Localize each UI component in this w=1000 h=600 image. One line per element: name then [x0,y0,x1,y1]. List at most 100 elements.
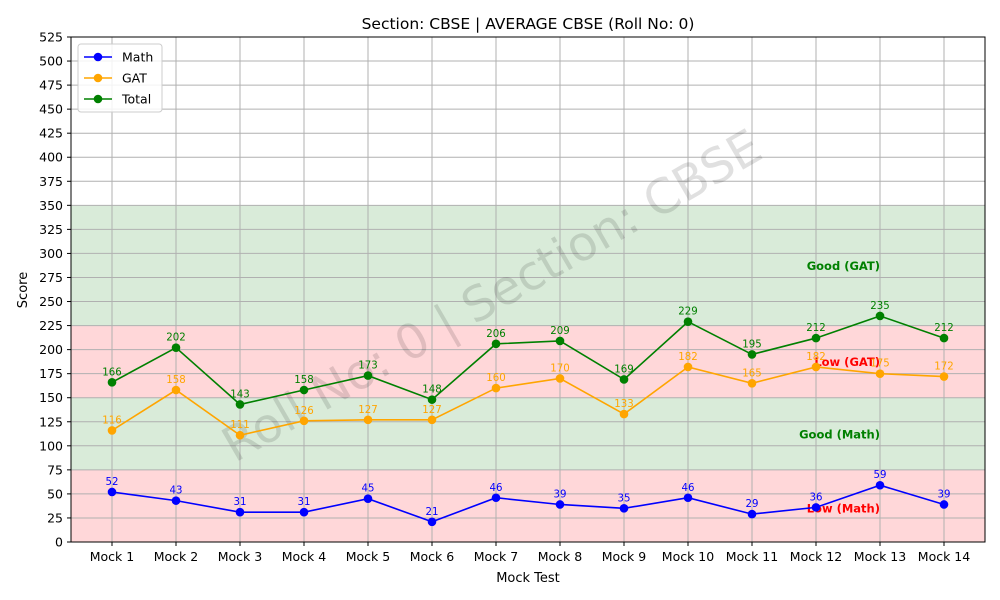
math-data-point [107,487,117,497]
legend: Math GAT Total [77,43,163,113]
y-tick-label: 525 [39,30,63,45]
gat-series-line [111,366,945,437]
x-tick-label: Mock 9 [602,549,647,564]
math-data-label: 29 [746,499,759,510]
math-data-label: 35 [618,493,631,504]
y-tick-label: 225 [39,318,63,333]
band-annotation: Low (GAT) [814,355,880,369]
math-legend-label: Math [122,50,153,65]
total-data-point [491,339,501,349]
y-tick-label: 25 [47,510,63,525]
total-data-label: 158 [294,375,313,386]
score-band-4 [71,205,985,326]
math-data-label: 39 [938,489,951,500]
math-data-label: 46 [682,483,695,494]
gat-data-label: 175 [870,359,889,370]
total-data-point [811,333,821,343]
total-data-label: 195 [742,339,761,350]
math-data-label: 43 [170,486,183,497]
x-tick-label: Mock 12 [790,549,842,564]
x-tick-label: Mock 5 [346,549,390,564]
math-data-point [939,500,949,509]
y-tick-label: 200 [39,342,63,357]
math-data-point [171,496,181,505]
math-data-label: 21 [426,507,439,518]
band-annotation: Good (GAT) [807,259,880,273]
x-tick-label: Mock 14 [918,549,970,564]
math-data-label: 59 [874,470,887,481]
axes: 0 25 50 75 100 125 150 175 200 225 250 275 300 325 350… [39,30,986,564]
y-tick-label: 125 [39,414,63,429]
math-data-point [747,509,757,519]
total-data-label: 202 [166,333,185,344]
math-data-point [875,480,885,490]
y-axis-label: Score [16,272,31,308]
y-tick-label: 375 [39,174,63,189]
y-tick-label: 175 [39,366,63,381]
math-data-point [619,504,629,513]
gat-data-point [427,415,437,425]
gat-data-point [491,383,501,393]
x-tick-label: Mock 8 [538,549,583,564]
y-tick-label: 450 [39,102,63,117]
math-series-line [111,484,945,523]
score-band-3 [71,325,985,398]
x-tick-label: Mock 11 [726,549,778,564]
total-data-point [363,371,373,380]
total-data-label: 143 [230,389,249,400]
y-tick-label: 0 [55,535,63,550]
gat-data-label: 172 [934,362,953,373]
total-data-point [555,336,565,346]
score-band-1 [71,469,985,542]
total-series-line [111,315,945,406]
y-tick-label: 350 [39,198,63,213]
gat-data-label: 133 [614,399,633,410]
y-tick-label: 275 [39,270,63,285]
math-data-label: 45 [362,484,375,495]
math-data-label: 39 [554,489,567,500]
total-data-label: 212 [806,323,825,334]
total-data-label: 148 [422,385,441,396]
math-data-point [555,500,565,509]
gat-data-label: 127 [422,405,441,416]
math-data-point [811,503,821,512]
y-tick-label: 475 [39,78,63,93]
gat-data-point [683,362,693,372]
math-data-point [299,507,309,517]
x-tick-label: Mock 1 [90,549,134,564]
gat-data-point [299,416,309,426]
y-tick-label: 50 [47,486,63,501]
gat-data-label: 182 [806,352,825,363]
y-tick-label: 150 [39,390,63,405]
x-tick-label: Mock 6 [410,549,455,564]
gat-data-point [363,415,373,425]
gat-data-point [619,409,629,419]
total-data-point [747,350,757,359]
band-annotation: Good (Math) [799,427,880,441]
total-data-point [619,375,629,384]
math-data-label: 36 [810,492,823,503]
gat-data-point [555,374,565,383]
total-data-label: 212 [934,323,953,334]
total-data-label: 173 [358,361,377,372]
math-data-label: 52 [106,477,119,488]
total-data-point [939,333,949,343]
gat-data-label: 116 [102,415,121,426]
math-data-label: 31 [298,497,311,508]
x-tick-label: Mock 4 [282,549,327,564]
gat-data-label: 158 [166,375,185,386]
gat-data-label: 126 [294,406,313,417]
gat-legend-marker [93,73,103,83]
total-data-point [299,385,309,395]
x-tick-label: Mock 13 [854,549,906,564]
chart-title: Section: CBSE | AVERAGE CBSE (Roll No: 0… [362,15,695,33]
gat-data-label: 170 [550,363,569,374]
series-layer: 52 43 31 31 45 21 46 39 35 46 29 36 59 39 116 158 111 126… [102,301,954,527]
math-data-point [363,494,373,504]
y-tick-label: 100 [39,438,63,453]
gat-data-point [811,362,821,372]
score-band-2 [71,397,985,470]
math-data-point [427,517,437,527]
math-data-point [491,493,501,503]
